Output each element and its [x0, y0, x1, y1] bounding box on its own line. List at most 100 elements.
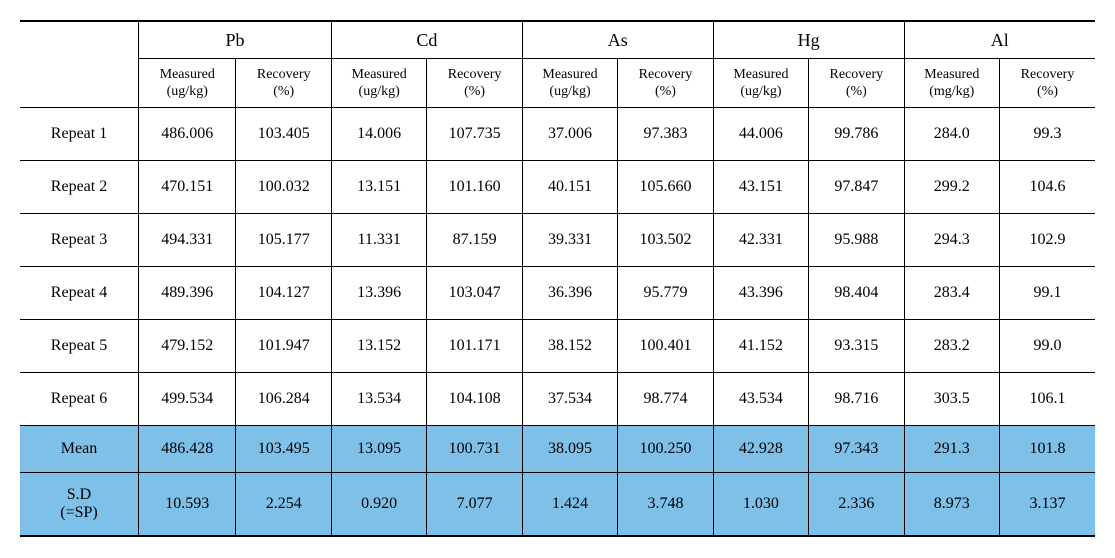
- cell: 499.534: [139, 373, 236, 426]
- cell: 489.396: [139, 267, 236, 320]
- cell: 106.284: [236, 373, 331, 426]
- cell: 100.401: [618, 320, 713, 373]
- cell: 41.152: [713, 320, 808, 373]
- cell: 494.331: [139, 214, 236, 267]
- row-label: Repeat 5: [20, 320, 139, 373]
- cell: 105.660: [618, 161, 713, 214]
- table-row: Repeat 2 470.151 100.032 13.151 101.160 …: [20, 161, 1095, 214]
- row-label: Repeat 1: [20, 108, 139, 161]
- header-pb: Pb: [139, 21, 332, 59]
- cell: 42.928: [713, 426, 808, 473]
- cell: 37.006: [522, 108, 617, 161]
- table-row: Repeat 1 486.006 103.405 14.006 107.735 …: [20, 108, 1095, 161]
- cell: 104.6: [1000, 161, 1095, 214]
- cell: 2.336: [809, 473, 904, 537]
- cell: 105.177: [236, 214, 331, 267]
- cell: 107.735: [427, 108, 522, 161]
- cell: 99.3: [1000, 108, 1095, 161]
- cell: 13.151: [331, 161, 426, 214]
- cell: 39.331: [522, 214, 617, 267]
- subhead-cd-measured: Measured(ug/kg): [331, 59, 426, 108]
- cell: 99.0: [1000, 320, 1095, 373]
- table-row-mean: Mean 486.428 103.495 13.095 100.731 38.0…: [20, 426, 1095, 473]
- header-cd: Cd: [331, 21, 522, 59]
- cell: 103.405: [236, 108, 331, 161]
- cell: 103.495: [236, 426, 331, 473]
- cell: 42.331: [713, 214, 808, 267]
- subhead-cd-recovery: Recovery(%): [427, 59, 522, 108]
- cell: 97.847: [809, 161, 904, 214]
- cell: 13.095: [331, 426, 426, 473]
- cell: 44.006: [713, 108, 808, 161]
- cell: 303.5: [904, 373, 999, 426]
- cell: 3.748: [618, 473, 713, 537]
- cell: 101.8: [1000, 426, 1095, 473]
- cell: 101.947: [236, 320, 331, 373]
- cell: 43.396: [713, 267, 808, 320]
- cell: 7.077: [427, 473, 522, 537]
- cell: 38.152: [522, 320, 617, 373]
- cell: 104.108: [427, 373, 522, 426]
- cell: 3.137: [1000, 473, 1095, 537]
- cell: 40.151: [522, 161, 617, 214]
- cell: 95.988: [809, 214, 904, 267]
- cell: 38.095: [522, 426, 617, 473]
- header-blank: [20, 21, 139, 108]
- header-row-elements: Pb Cd As Hg Al: [20, 21, 1095, 59]
- cell: 283.4: [904, 267, 999, 320]
- subhead-al-measured: Measured(mg/kg): [904, 59, 999, 108]
- cell: 486.428: [139, 426, 236, 473]
- cell: 14.006: [331, 108, 426, 161]
- cell: 486.006: [139, 108, 236, 161]
- cell: 106.1: [1000, 373, 1095, 426]
- row-label: Repeat 2: [20, 161, 139, 214]
- cell: 36.396: [522, 267, 617, 320]
- header-hg: Hg: [713, 21, 904, 59]
- cell: 98.404: [809, 267, 904, 320]
- cell: 13.152: [331, 320, 426, 373]
- cell: 10.593: [139, 473, 236, 537]
- cell: 101.171: [427, 320, 522, 373]
- cell: 1.424: [522, 473, 617, 537]
- row-label: Repeat 3: [20, 214, 139, 267]
- header-row-sub: Measured(ug/kg) Recovery(%) Measured(ug/…: [20, 59, 1095, 108]
- cell: 93.315: [809, 320, 904, 373]
- table-row: Repeat 5 479.152 101.947 13.152 101.171 …: [20, 320, 1095, 373]
- cell: 43.534: [713, 373, 808, 426]
- cell: 291.3: [904, 426, 999, 473]
- cell: 284.0: [904, 108, 999, 161]
- cell: 98.774: [618, 373, 713, 426]
- cell: 294.3: [904, 214, 999, 267]
- cell: 1.030: [713, 473, 808, 537]
- table-row-sd: S.D(=SP) 10.593 2.254 0.920 7.077 1.424 …: [20, 473, 1095, 537]
- cell: 103.502: [618, 214, 713, 267]
- subhead-hg-measured: Measured(ug/kg): [713, 59, 808, 108]
- table-row: Repeat 6 499.534 106.284 13.534 104.108 …: [20, 373, 1095, 426]
- cell: 97.343: [809, 426, 904, 473]
- header-as: As: [522, 21, 713, 59]
- subhead-hg-recovery: Recovery(%): [809, 59, 904, 108]
- subhead-al-recovery: Recovery(%): [1000, 59, 1095, 108]
- subhead-pb-recovery: Recovery(%): [236, 59, 331, 108]
- table-row: Repeat 4 489.396 104.127 13.396 103.047 …: [20, 267, 1095, 320]
- cell: 13.534: [331, 373, 426, 426]
- row-label: Repeat 6: [20, 373, 139, 426]
- subhead-pb-measured: Measured(ug/kg): [139, 59, 236, 108]
- cell: 98.716: [809, 373, 904, 426]
- cell: 99.786: [809, 108, 904, 161]
- cell: 103.047: [427, 267, 522, 320]
- cell: 101.160: [427, 161, 522, 214]
- header-al: Al: [904, 21, 1095, 59]
- row-label-mean: Mean: [20, 426, 139, 473]
- cell: 104.127: [236, 267, 331, 320]
- cell: 2.254: [236, 473, 331, 537]
- table-row: Repeat 3 494.331 105.177 11.331 87.159 3…: [20, 214, 1095, 267]
- cell: 470.151: [139, 161, 236, 214]
- row-label: Repeat 4: [20, 267, 139, 320]
- cell: 8.973: [904, 473, 999, 537]
- cell: 87.159: [427, 214, 522, 267]
- cell: 37.534: [522, 373, 617, 426]
- cell: 102.9: [1000, 214, 1095, 267]
- row-label-sd: S.D(=SP): [20, 473, 139, 537]
- cell: 0.920: [331, 473, 426, 537]
